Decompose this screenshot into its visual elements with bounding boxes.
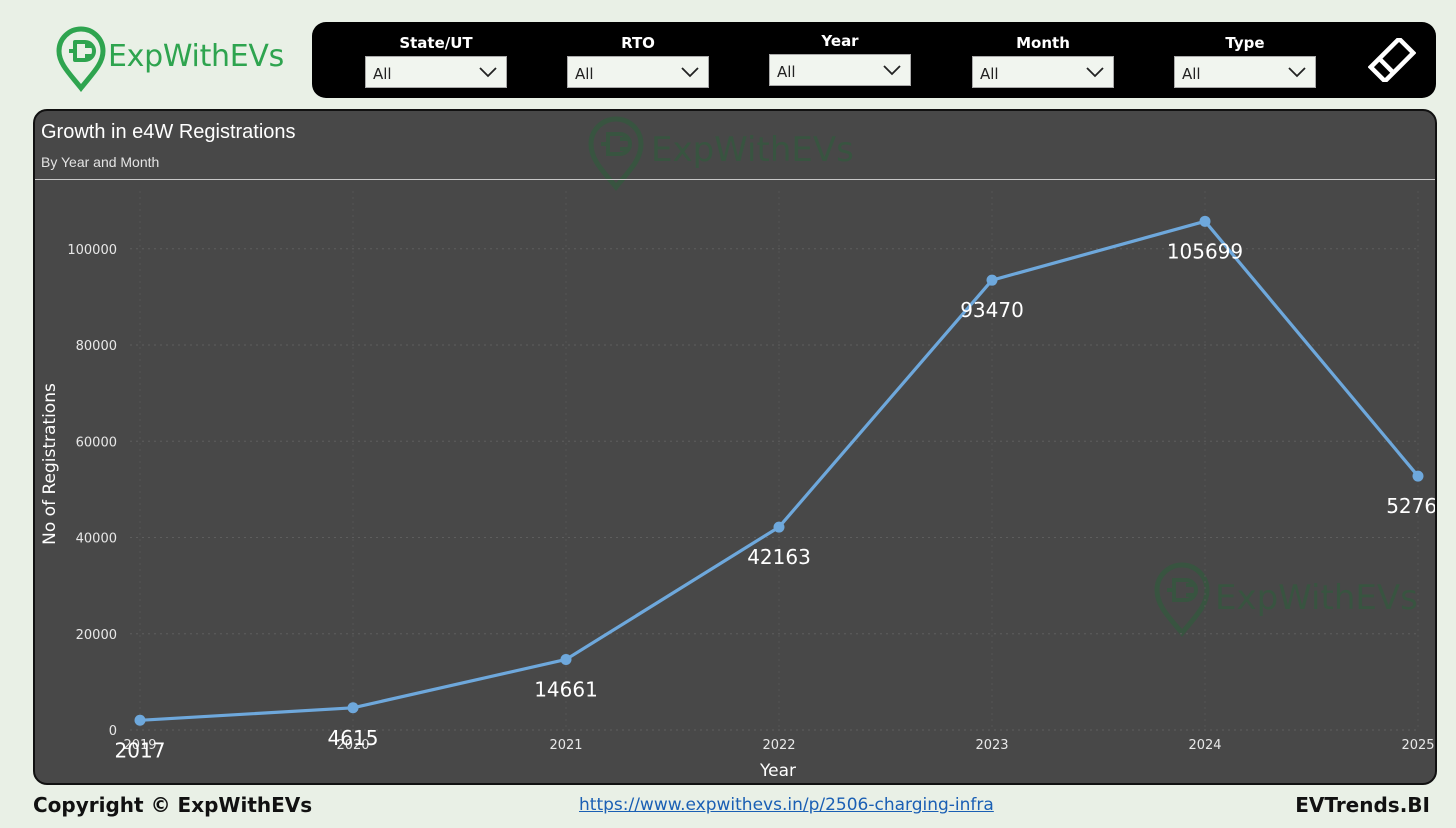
type-label: Type (1225, 34, 1265, 52)
x-tick-label: 2025 (1401, 738, 1434, 753)
data-point[interactable] (347, 702, 359, 714)
year-label: Year (821, 32, 859, 50)
data-label: 93470 (960, 298, 1024, 322)
watermark-pin-icon (1154, 562, 1210, 637)
year-dropdown[interactable]: All (769, 54, 911, 86)
data-label: 52761 (1386, 494, 1435, 518)
x-axis-label: Year (759, 761, 796, 781)
data-label: 14661 (534, 677, 598, 701)
filter-bar: State/UT All RTO All Year All Month All … (312, 22, 1436, 98)
chevron-down-icon (479, 67, 497, 78)
month-slicer: Month All (972, 34, 1114, 88)
data-label: 2017 (115, 738, 166, 762)
type-slicer: Type All (1174, 34, 1316, 88)
y-tick-label: 60000 (76, 435, 117, 450)
watermark-bottom-text: ExpWithEVs (1215, 578, 1418, 618)
chart-title: Growth in e4W Registrations (41, 121, 296, 143)
plug-pin-icon (56, 26, 106, 92)
data-point[interactable] (986, 274, 998, 286)
month-value: All (980, 65, 999, 83)
article-link[interactable]: https://www.expwithevs.in/p/2506-chargin… (579, 795, 994, 815)
data-label: 4615 (328, 726, 379, 750)
chart-subtitle: By Year and Month (41, 154, 160, 170)
logo-text: ExpWithEVs (108, 39, 284, 74)
watermark-top: ExpWithEVs (588, 116, 854, 191)
series-line (139, 219, 1420, 722)
eraser-icon[interactable] (1368, 38, 1416, 82)
chevron-down-icon (681, 67, 699, 78)
chevron-down-icon (1086, 67, 1104, 78)
type-value: All (1182, 65, 1201, 83)
data-label: 42163 (747, 545, 811, 569)
y-tick-layer: 0 20000 40000 60000 80000 100000 (67, 243, 117, 739)
x-tick-label: 2024 (1188, 738, 1221, 753)
rto-value: All (575, 65, 594, 83)
month-dropdown[interactable]: All (972, 56, 1114, 88)
y-tick-label: 40000 (76, 532, 117, 547)
x-tick-label: 2022 (762, 738, 795, 753)
y-tick-label: 20000 (76, 628, 117, 643)
y-tick-label: 80000 (76, 339, 117, 354)
data-point[interactable] (560, 653, 572, 665)
data-point[interactable] (1412, 470, 1424, 482)
watermark-bottom: ExpWithEVs (1154, 562, 1418, 637)
x-tick-layer: 2019 2020 2021 2022 2023 2024 2025 (123, 738, 1434, 753)
evtrends-brand: EVTrends.BI (1295, 793, 1430, 817)
chart-plot: ExpWithEVs ExpWithEVs 0 20000 40000 60000 80… (40, 116, 1435, 781)
rto-dropdown[interactable]: All (567, 56, 709, 88)
chevron-down-icon (883, 65, 901, 76)
title-divider (35, 179, 1435, 180)
year-slicer: Year All (769, 32, 911, 86)
data-label-layer: 2017 4615 14661 42163 93470 105699 52761 (115, 239, 1435, 762)
state-ut-slicer: State/UT All (365, 34, 507, 88)
x-tick-label: 2021 (549, 738, 582, 753)
rto-slicer: RTO All (567, 34, 709, 88)
watermark-top-text: ExpWithEVs (651, 130, 854, 170)
state-ut-value: All (373, 65, 392, 83)
x-tick-label: 2020 (336, 738, 369, 753)
data-point[interactable] (1199, 215, 1211, 227)
type-dropdown[interactable]: All (1174, 56, 1316, 88)
y-tick-label: 0 (109, 724, 117, 739)
y-axis-label: No of Registrations (40, 383, 60, 545)
data-label: 105699 (1167, 239, 1243, 263)
year-value: All (777, 63, 796, 81)
rto-label: RTO (621, 34, 655, 52)
point-layer (134, 215, 1424, 726)
y-tick-label: 100000 (67, 243, 117, 258)
copyright-text: Copyright © ExpWithEVs (33, 793, 313, 817)
month-label: Month (1016, 34, 1070, 52)
grid-layer (130, 191, 1419, 731)
data-point[interactable] (773, 521, 785, 533)
x-tick-label: 2019 (123, 738, 156, 753)
x-tick-label: 2023 (975, 738, 1008, 753)
watermark-pin-icon (588, 116, 644, 191)
brand-logo: ExpWithEVs (56, 26, 286, 92)
state-ut-dropdown[interactable]: All (365, 56, 507, 88)
data-point[interactable] (134, 714, 146, 726)
chevron-down-icon (1288, 67, 1306, 78)
chart-card: ExpWithEVs ExpWithEVs 0 20000 40000 60000 80… (33, 109, 1437, 785)
state-ut-label: State/UT (399, 34, 473, 52)
